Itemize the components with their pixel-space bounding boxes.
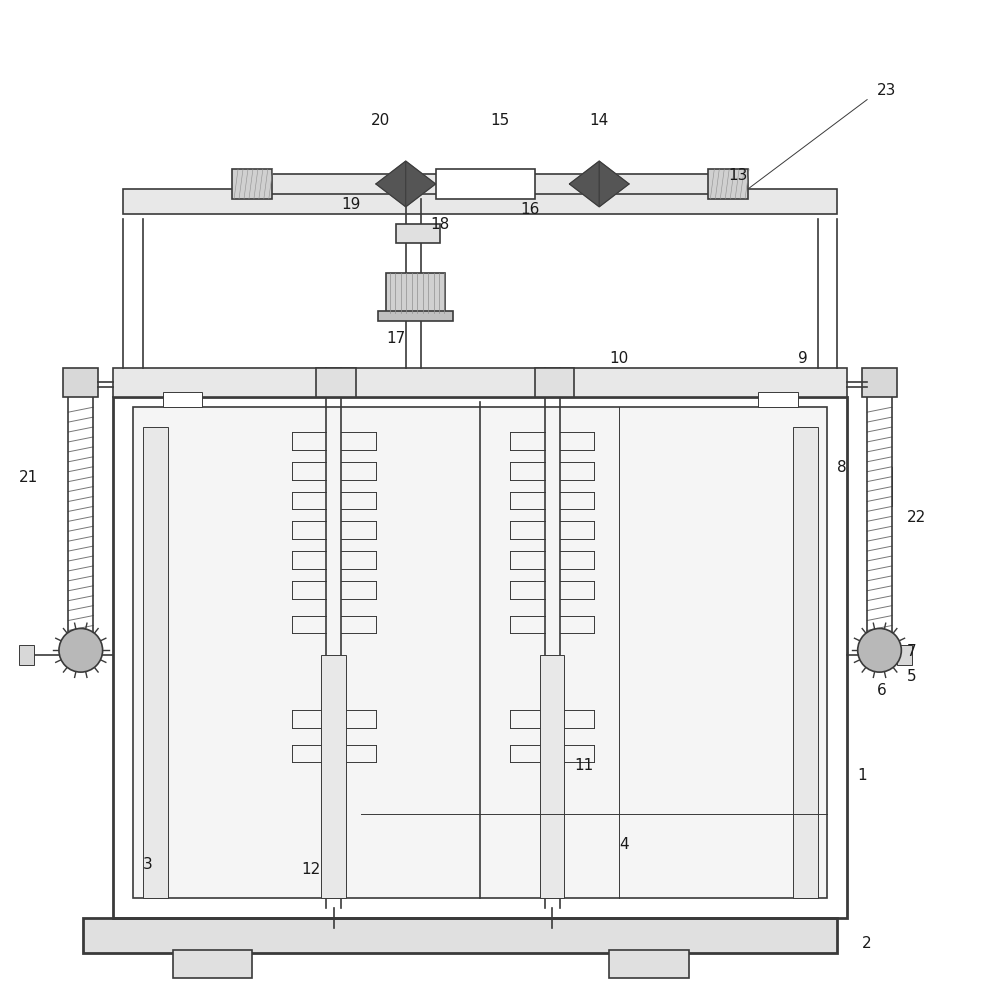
Text: 3: 3 xyxy=(143,856,153,872)
Text: 16: 16 xyxy=(520,202,539,217)
Bar xyxy=(63,368,98,398)
Bar xyxy=(163,393,202,408)
Bar xyxy=(862,368,897,398)
Bar xyxy=(758,393,798,408)
Bar xyxy=(396,225,440,245)
Text: 8: 8 xyxy=(837,460,847,475)
Bar xyxy=(897,646,912,666)
Text: 17: 17 xyxy=(386,331,405,346)
Bar xyxy=(609,950,689,978)
Text: 9: 9 xyxy=(798,351,807,366)
Bar xyxy=(316,368,356,398)
Text: 4: 4 xyxy=(619,836,629,852)
Text: 2: 2 xyxy=(862,935,872,950)
Text: 22: 22 xyxy=(907,509,926,524)
Text: 1: 1 xyxy=(857,767,867,782)
Bar xyxy=(143,427,168,899)
Text: 19: 19 xyxy=(341,197,361,212)
Bar xyxy=(386,274,445,314)
Bar xyxy=(540,656,564,899)
Bar xyxy=(708,170,748,200)
Text: 12: 12 xyxy=(302,861,321,876)
Bar xyxy=(113,398,847,918)
Bar xyxy=(19,646,34,666)
Text: 21: 21 xyxy=(19,470,38,485)
Bar xyxy=(232,170,272,200)
Polygon shape xyxy=(406,162,436,208)
Bar xyxy=(378,312,453,321)
Text: 14: 14 xyxy=(589,113,609,128)
Bar xyxy=(83,918,837,953)
Text: 10: 10 xyxy=(609,351,628,366)
Text: 18: 18 xyxy=(431,217,450,232)
Text: 23: 23 xyxy=(877,83,896,98)
Bar xyxy=(436,170,535,200)
Text: 11: 11 xyxy=(574,757,594,772)
Bar xyxy=(262,175,718,195)
Polygon shape xyxy=(569,162,599,208)
Bar xyxy=(793,427,818,899)
Bar xyxy=(133,408,827,899)
Text: 20: 20 xyxy=(371,113,390,128)
Text: 15: 15 xyxy=(490,113,509,128)
Bar xyxy=(173,950,252,978)
Polygon shape xyxy=(599,162,629,208)
Circle shape xyxy=(59,629,103,673)
Bar xyxy=(113,368,847,398)
Bar xyxy=(123,190,837,215)
Text: 5: 5 xyxy=(907,668,916,683)
Polygon shape xyxy=(376,162,406,208)
Bar xyxy=(321,656,346,899)
Text: 13: 13 xyxy=(728,167,748,182)
Bar xyxy=(535,368,574,398)
Text: 7: 7 xyxy=(907,643,916,658)
Circle shape xyxy=(858,629,901,673)
Text: 6: 6 xyxy=(877,683,887,698)
